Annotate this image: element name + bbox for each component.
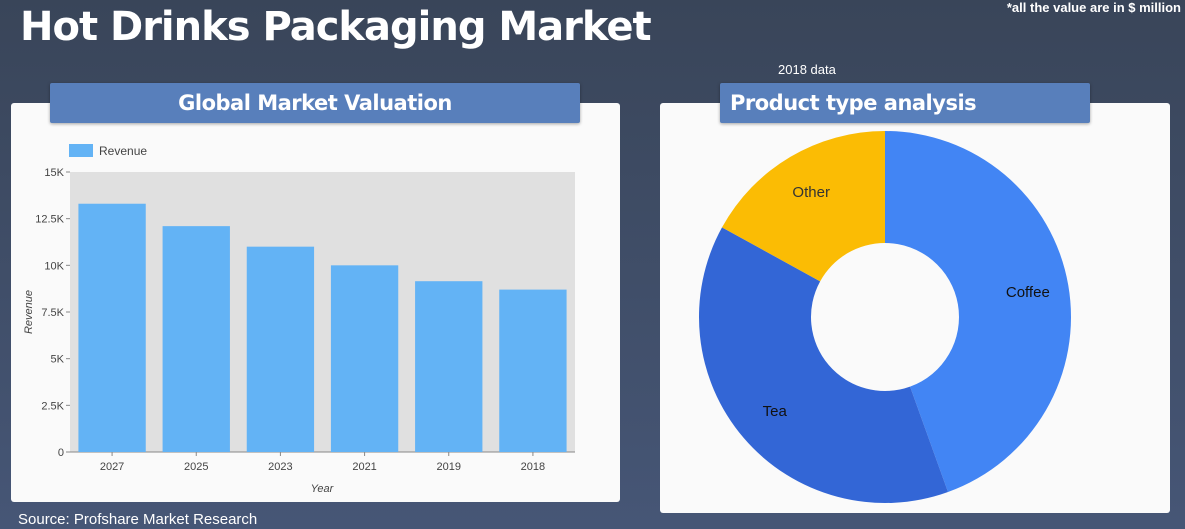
- y-tick-label: 2.5K: [41, 400, 64, 412]
- slice-label-tea: Tea: [763, 403, 788, 420]
- source-note: Source: Profshare Market Research: [18, 511, 258, 528]
- legend-label: Revenue: [99, 144, 147, 158]
- slice-label-coffee: Coffee: [1006, 284, 1050, 301]
- y-tick-label: 7.5K: [41, 307, 64, 319]
- slice-tea[interactable]: [699, 227, 949, 504]
- y-tick-label: 15K: [44, 167, 64, 179]
- product-type-card: Coffee Tea Other: [660, 103, 1170, 513]
- page-title: Hot Drinks Packaging Market: [20, 4, 652, 50]
- x-tick-label: 2027: [100, 461, 124, 473]
- donut-chart: Coffee Tea Other: [699, 131, 1071, 504]
- y-axis-title: Revenue: [23, 290, 35, 334]
- bar-2025[interactable]: [162, 226, 230, 452]
- market-valuation-title: Global Market Valuation: [50, 83, 580, 123]
- product-type-title: Product type analysis: [720, 83, 1090, 123]
- bar-2027[interactable]: [78, 203, 146, 452]
- slice-label-other: Other: [792, 184, 830, 201]
- x-tick-label: 2025: [184, 461, 208, 473]
- x-tick-label: 2021: [352, 461, 376, 473]
- bar-2023[interactable]: [246, 246, 315, 452]
- plot-area: [70, 172, 575, 452]
- bar-2021[interactable]: [330, 265, 399, 452]
- unit-note: *all the value are in $ million: [1006, 0, 1181, 15]
- legend-swatch: [69, 144, 93, 157]
- y-tick-label: 10K: [44, 260, 64, 272]
- slice-coffee[interactable]: [885, 131, 1071, 493]
- slice-other[interactable]: [722, 131, 885, 282]
- x-tick-label: 2019: [437, 461, 461, 473]
- y-tick-label: 12.5K: [35, 214, 64, 226]
- bar-2018[interactable]: [499, 289, 567, 452]
- data-year-label: 2018 data: [778, 62, 836, 77]
- x-tick-label: 2018: [521, 461, 545, 473]
- bar-chart: Revenue 0 2.5K 5K 7.5K 10K 12.5K 15K 2027 2025 20…: [23, 144, 575, 495]
- x-tick-label: 2023: [268, 461, 292, 473]
- bar-2019[interactable]: [415, 281, 483, 452]
- x-axis-title: Year: [311, 483, 335, 495]
- y-tick-label: 0: [58, 447, 64, 459]
- y-tick-label: 5K: [51, 354, 65, 366]
- market-valuation-card: Revenue 0 2.5K 5K 7.5K 10K 12.5K 15K 2027 2025 20…: [11, 103, 620, 502]
